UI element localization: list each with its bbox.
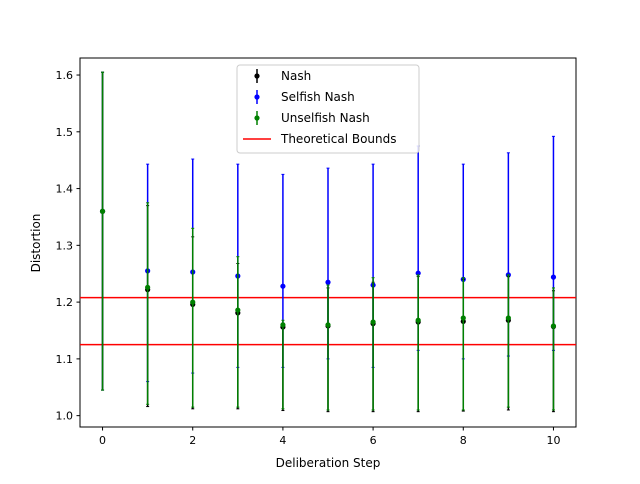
series-layer <box>99 71 557 413</box>
x-tick-label: 10 <box>546 434 560 447</box>
legend-entry: Nash <box>254 69 311 83</box>
data-point <box>145 284 151 290</box>
x-tick-label: 0 <box>99 434 106 447</box>
data-point <box>190 299 196 305</box>
data-point <box>550 323 557 329</box>
legend-entry: Selfish Nash <box>254 90 355 104</box>
legend-entry: Unselfish Nash <box>254 111 370 125</box>
x-tick-label: 6 <box>370 434 377 447</box>
x-axis-label: Deliberation Step <box>276 456 381 470</box>
x-tick-label: 8 <box>460 434 467 447</box>
y-tick-label: 1.4 <box>56 183 74 196</box>
data-point <box>235 307 241 313</box>
legend-box <box>236 64 420 154</box>
y-tick-label: 1.5 <box>56 126 74 139</box>
ticks-layer: 0 2 4 6 8 10 1.0 1.1 1.2 1.3 1.4 1.5 1.6 <box>56 69 561 447</box>
x-tick-label: 2 <box>189 434 196 447</box>
legend-label: Theoretical Bounds <box>280 132 397 146</box>
data-point <box>370 319 376 325</box>
data-point <box>325 322 331 328</box>
y-tick-label: 1.2 <box>56 296 74 309</box>
x-tick-label: 4 <box>279 434 286 447</box>
legend-label: Nash <box>281 69 311 83</box>
data-point <box>460 315 466 321</box>
series-unselfish-nash <box>99 71 557 411</box>
legend-entry: Theoretical Bounds <box>243 132 397 146</box>
legend-point-marker <box>254 115 260 121</box>
data-point <box>550 274 557 280</box>
legend-label: Unselfish Nash <box>281 111 370 125</box>
y-axis-label: Distortion <box>29 214 43 273</box>
legend: Nash Selfish Nash Unselfish Nash Theoretica… <box>236 64 420 154</box>
y-tick-label: 1.3 <box>56 239 74 252</box>
data-point <box>280 322 286 328</box>
data-point <box>505 315 511 321</box>
legend-point-marker <box>254 94 260 100</box>
y-tick-label: 1.6 <box>56 69 74 82</box>
data-point <box>280 283 286 289</box>
data-point <box>325 279 331 285</box>
data-point <box>99 208 106 214</box>
legend-point-marker <box>254 73 260 79</box>
y-tick-label: 1.1 <box>56 353 74 366</box>
y-tick-label: 1.0 <box>56 410 74 423</box>
legend-label: Selfish Nash <box>281 90 355 104</box>
data-point <box>415 317 421 323</box>
